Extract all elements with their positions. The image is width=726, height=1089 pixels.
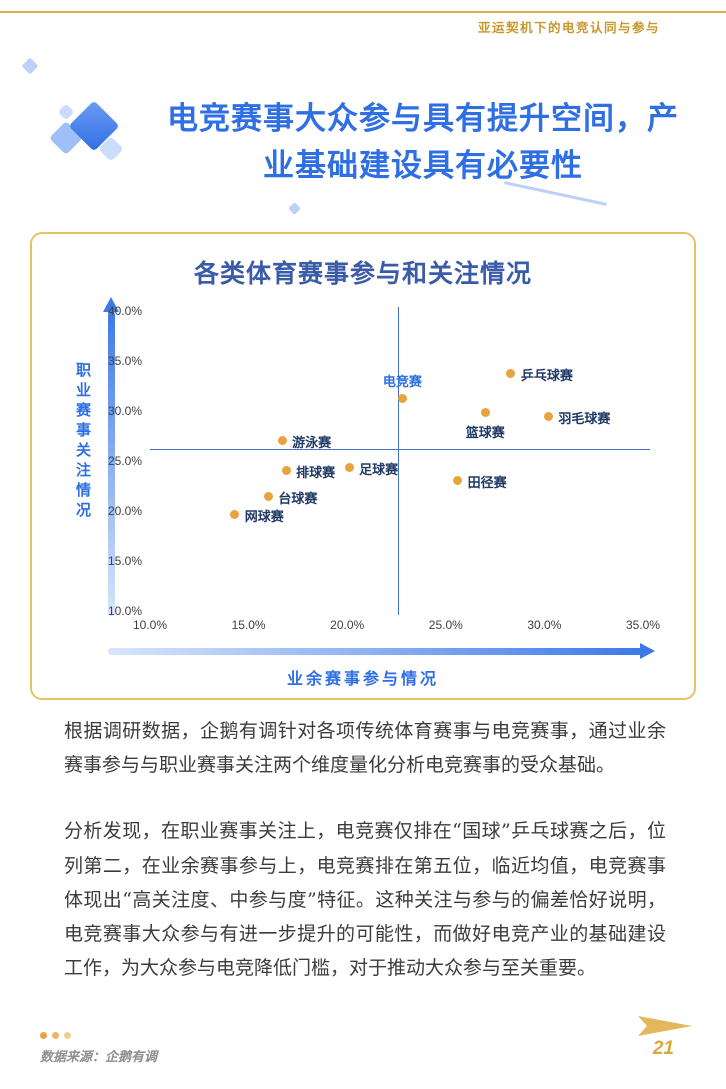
mean-x-line xyxy=(398,307,400,615)
x-tick-label: 30.0% xyxy=(527,618,562,632)
header-title: 亚运契机下的电竞认同与参与 xyxy=(477,21,660,35)
x-axis-arrow xyxy=(108,648,642,655)
footer-dots-decoration xyxy=(40,1032,71,1039)
dot-icon xyxy=(52,1032,59,1039)
x-axis-arrowhead-icon xyxy=(640,643,655,659)
scatter-point-label: 篮球赛 xyxy=(465,425,505,440)
scatter-point-label: 电竞赛 xyxy=(382,374,422,389)
page-number: 21 xyxy=(652,1038,674,1059)
scatter-point xyxy=(281,465,291,475)
scatter-point xyxy=(453,475,463,485)
paragraph: 分析发现，在职业赛事关注上，电竞赛仅排在“国球”乒乓球赛之后，位列第二，在业余赛… xyxy=(64,820,666,980)
y-axis-arrow xyxy=(108,312,115,616)
y-tick-label: 25.0% xyxy=(107,454,142,468)
x-tick-label: 10.0% xyxy=(132,618,168,632)
scatter-point-label: 网球赛 xyxy=(244,509,284,524)
scatter-point-label: 羽毛球赛 xyxy=(558,411,611,426)
scatter-point-label: 足球赛 xyxy=(359,462,399,477)
y-tick-label: 20.0% xyxy=(107,504,142,518)
diamond-decoration-icon xyxy=(288,202,301,215)
plot-area: 10.0% 15.0% 20.0% 25.0% 30.0% 35.0% 40.0% 35.0%… xyxy=(108,304,660,632)
scatter-point xyxy=(506,368,516,378)
scatter-point-label: 游泳赛 xyxy=(292,435,332,450)
x-tick-label: 15.0% xyxy=(231,618,266,632)
title-diamonds-icon xyxy=(49,100,140,180)
x-tick-label: 20.0% xyxy=(330,618,365,632)
paragraph: 根据调研数据，企鹅有调针对各项传统体育赛事与电竞赛事，通过业余赛事参与与职业赛事… xyxy=(64,720,666,777)
page-arrow-icon xyxy=(638,1012,694,1045)
scatter-point-label: 排球赛 xyxy=(296,465,336,480)
scatter-point-label: 乒乓球赛 xyxy=(520,368,573,383)
scatter-point-label: 田径赛 xyxy=(467,475,507,490)
scatter-point-label: 台球赛 xyxy=(278,491,318,506)
body-text: 根据调研数据，企鹅有调针对各项传统体育赛事与电竞赛事，通过业余赛事参与与职业赛事… xyxy=(64,714,666,1017)
x-axis-label: 业余赛事参与情况 xyxy=(286,671,439,688)
y-axis-arrowhead-icon xyxy=(103,297,119,312)
x-tick-label: 35.0% xyxy=(625,618,661,632)
x-tick-label: 25.0% xyxy=(428,618,463,632)
header-gold-line xyxy=(0,11,726,13)
y-tick-label: 35.0% xyxy=(107,354,142,368)
scatter-point xyxy=(543,411,553,421)
y-axis-label: 职业赛事关注情况 xyxy=(74,362,91,522)
page-title: 电竞赛事大众参与具有提升空间，产 业基础建设具有必要性 xyxy=(167,101,679,183)
scatter-point xyxy=(397,393,407,403)
dot-icon xyxy=(40,1032,47,1039)
data-source-note: 数据来源：企鹅有调 xyxy=(40,1050,158,1065)
diamond-icon xyxy=(57,103,75,121)
y-tick-label: 10.0% xyxy=(107,604,142,618)
y-tick-label: 40.0% xyxy=(107,304,142,318)
scatter-point xyxy=(263,491,273,501)
y-tick-label: 30.0% xyxy=(107,404,142,418)
chart-title: 各类体育赛事参与和关注情况 xyxy=(193,260,532,288)
scatter-point xyxy=(230,509,240,519)
y-tick-label: 15.0% xyxy=(107,554,142,568)
diamond-decoration-icon xyxy=(21,57,39,75)
dot-icon xyxy=(64,1032,71,1039)
scatter-point xyxy=(344,462,354,472)
chart-card: 各类体育赛事参与和关注情况 职业赛事关注情况 10.0% 15.0% 20.0% 25… xyxy=(30,232,696,700)
scatter-point xyxy=(480,407,490,417)
mean-y-line xyxy=(150,449,650,450)
scatter-point xyxy=(277,435,287,445)
